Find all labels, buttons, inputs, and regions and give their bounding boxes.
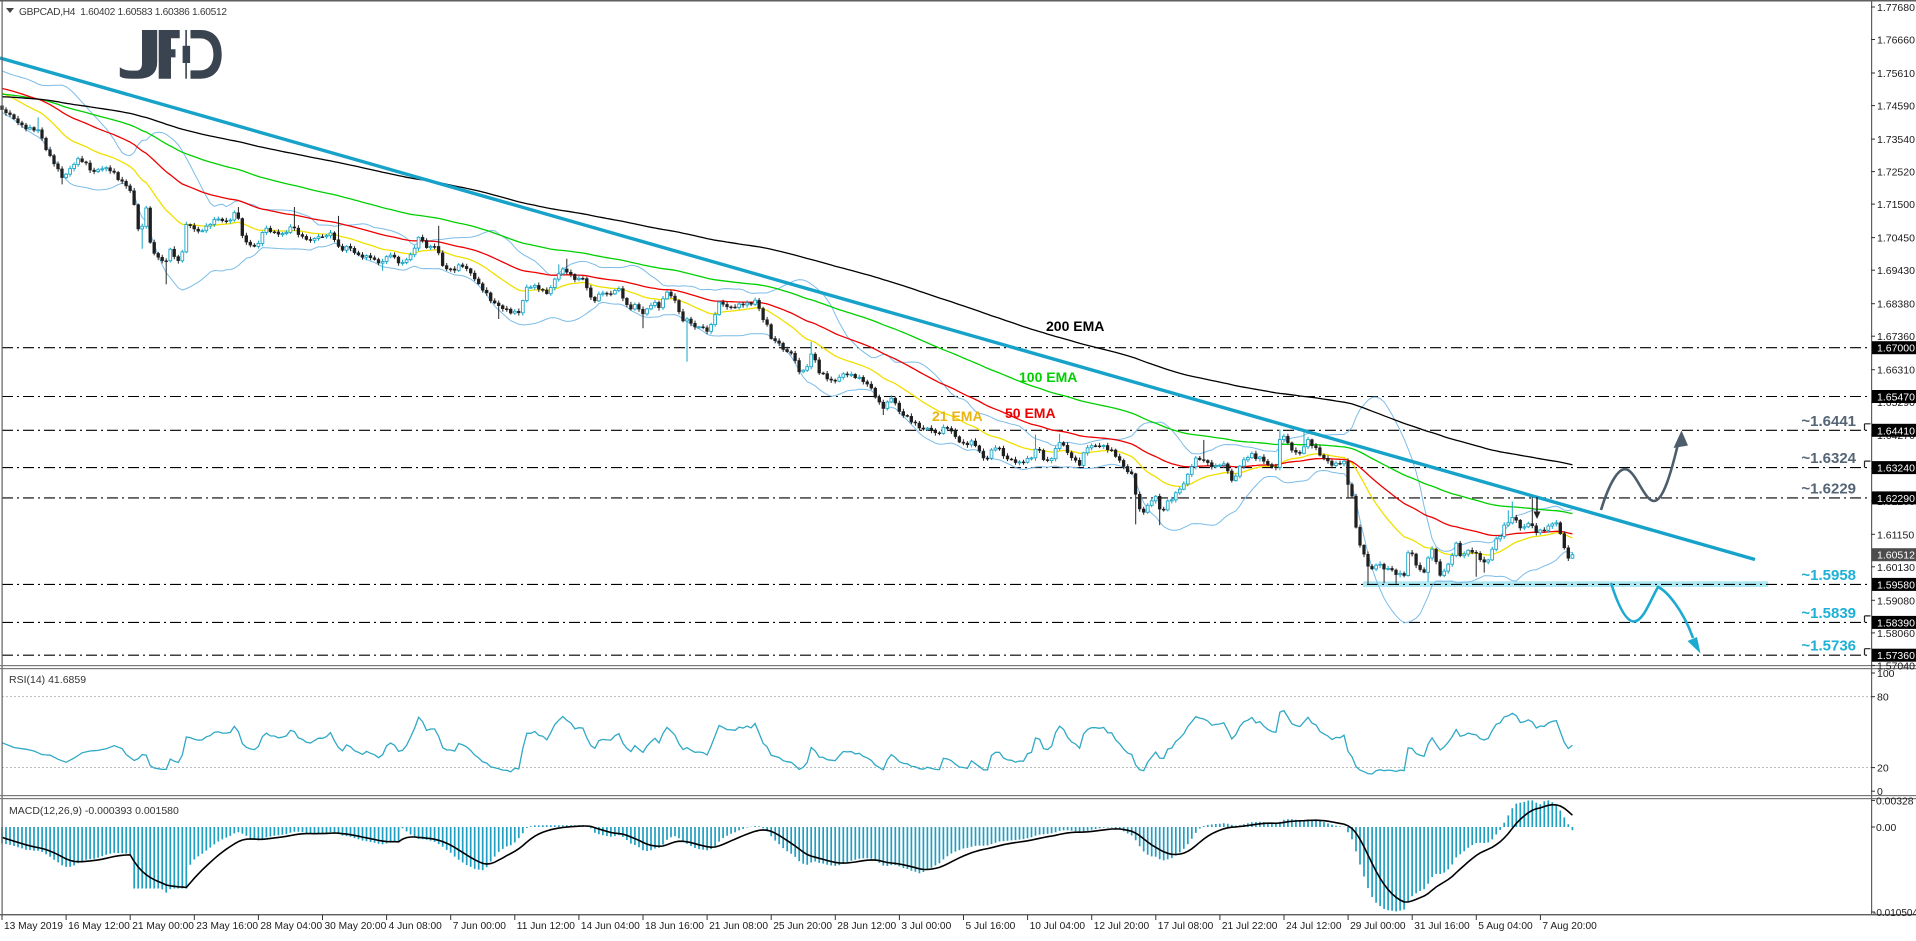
svg-text:1.73540: 1.73540 [1877, 134, 1915, 146]
svg-text:20: 20 [1877, 763, 1889, 775]
svg-text:GBPCAD,H4 1.60402 1.60583 1.6: GBPCAD,H4 1.60402 1.60583 1.60386 1.6051… [19, 7, 227, 18]
svg-text:RSI(14) 41.6859: RSI(14) 41.6859 [9, 674, 86, 686]
svg-text:1.57040: 1.57040 [1877, 660, 1915, 672]
svg-text:21 EMA: 21 EMA [932, 408, 983, 424]
svg-text:100: 100 [1877, 668, 1895, 680]
svg-text:1.77680: 1.77680 [1877, 2, 1915, 14]
svg-text:~1.6229: ~1.6229 [1801, 480, 1856, 497]
svg-text:1.70450: 1.70450 [1877, 233, 1915, 245]
svg-text:1.66310: 1.66310 [1877, 365, 1915, 377]
svg-text:~1.5839: ~1.5839 [1801, 605, 1856, 622]
svg-text:MACD(12,26,9) -0.000393 0.0015: MACD(12,26,9) -0.000393 0.001580 [9, 805, 179, 817]
svg-text:28 May 04:00: 28 May 04:00 [260, 921, 322, 932]
svg-text:0: 0 [1877, 786, 1883, 798]
svg-text:0.00328: 0.00328 [1876, 796, 1914, 807]
svg-text:1.72520: 1.72520 [1877, 167, 1915, 179]
svg-text:100 EMA: 100 EMA [1019, 369, 1077, 385]
svg-text:1.58390: 1.58390 [1877, 617, 1915, 629]
svg-text:21 May 00:00: 21 May 00:00 [132, 921, 194, 932]
svg-text:10 Jul 04:00: 10 Jul 04:00 [1030, 921, 1086, 932]
svg-text:30 May 20:00: 30 May 20:00 [325, 921, 387, 932]
svg-text:1.74590: 1.74590 [1877, 101, 1915, 113]
svg-text:1.64410: 1.64410 [1877, 425, 1915, 437]
svg-text:23 May 16:00: 23 May 16:00 [196, 921, 258, 932]
svg-text:1.65470: 1.65470 [1877, 392, 1915, 404]
svg-text:31 Jul 16:00: 31 Jul 16:00 [1414, 921, 1470, 932]
svg-text:1.76660: 1.76660 [1877, 35, 1915, 47]
svg-text:0.00: 0.00 [1876, 823, 1896, 834]
svg-text:5 Aug 04:00: 5 Aug 04:00 [1478, 921, 1533, 932]
svg-text:1.69430: 1.69430 [1877, 265, 1915, 277]
svg-text:24 Jul 12:00: 24 Jul 12:00 [1286, 921, 1342, 932]
svg-text:21 Jul 22:00: 21 Jul 22:00 [1222, 921, 1278, 932]
svg-text:80: 80 [1877, 692, 1889, 704]
svg-text:28 Jun 12:00: 28 Jun 12:00 [837, 921, 896, 932]
svg-text:3 Jul 00:00: 3 Jul 00:00 [901, 921, 951, 932]
svg-text:1.67360: 1.67360 [1877, 331, 1915, 343]
svg-text:200 EMA: 200 EMA [1046, 318, 1104, 334]
svg-text:17 Jul 08:00: 17 Jul 08:00 [1158, 921, 1214, 932]
svg-text:1.57360: 1.57360 [1877, 650, 1915, 662]
svg-text:16 May 12:00: 16 May 12:00 [68, 921, 130, 932]
svg-text:1.68380: 1.68380 [1877, 299, 1915, 311]
svg-text:~1.5958: ~1.5958 [1801, 567, 1856, 584]
svg-text:50 EMA: 50 EMA [1005, 405, 1056, 421]
svg-text:~1.6324: ~1.6324 [1801, 450, 1856, 467]
svg-text:13 May 2019: 13 May 2019 [4, 921, 63, 932]
svg-text:21 Jun 08:00: 21 Jun 08:00 [709, 921, 768, 932]
svg-text:1.71500: 1.71500 [1877, 199, 1915, 211]
svg-text:1.59080: 1.59080 [1877, 595, 1915, 607]
svg-text:1.60130: 1.60130 [1877, 562, 1915, 574]
svg-text:~1.5736: ~1.5736 [1801, 638, 1856, 655]
svg-text:29 Jul 00:00: 29 Jul 00:00 [1350, 921, 1406, 932]
svg-text:1.63240: 1.63240 [1877, 463, 1915, 475]
svg-text:1.58060: 1.58060 [1877, 628, 1915, 640]
svg-text:1.75610: 1.75610 [1877, 68, 1915, 80]
svg-text:4 Jun 08:00: 4 Jun 08:00 [389, 921, 443, 932]
svg-text:1.62290: 1.62290 [1877, 493, 1915, 505]
svg-text:11 Jun 12:00: 11 Jun 12:00 [517, 921, 575, 932]
svg-text:18 Jun 16:00: 18 Jun 16:00 [645, 921, 704, 932]
svg-text:1.61150: 1.61150 [1877, 529, 1914, 541]
svg-text:25 Jun 20:00: 25 Jun 20:00 [773, 921, 832, 932]
svg-text:1.60512: 1.60512 [1877, 550, 1915, 562]
svg-text:7 Aug 20:00: 7 Aug 20:00 [1542, 921, 1597, 932]
svg-text:1.67000: 1.67000 [1877, 343, 1915, 355]
svg-text:-0.010504: -0.010504 [1873, 908, 1916, 919]
svg-text:5 Jul 16:00: 5 Jul 16:00 [966, 921, 1016, 932]
svg-text:12 Jul 20:00: 12 Jul 20:00 [1094, 921, 1150, 932]
svg-text:7 Jun 00:00: 7 Jun 00:00 [453, 921, 507, 932]
svg-text:1.59580: 1.59580 [1877, 579, 1915, 591]
svg-text:~1.6441: ~1.6441 [1801, 413, 1856, 430]
svg-text:14 Jun 04:00: 14 Jun 04:00 [581, 921, 640, 932]
